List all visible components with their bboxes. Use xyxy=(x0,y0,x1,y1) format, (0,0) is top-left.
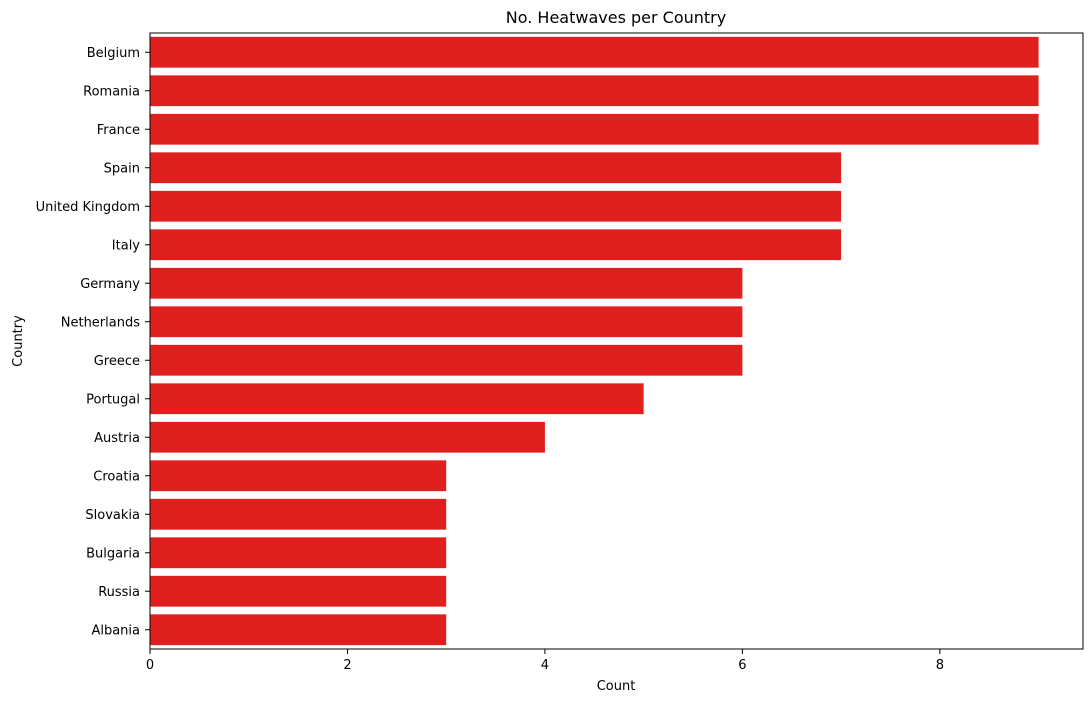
y-tick-label: Netherlands xyxy=(61,315,140,330)
y-tick-label: Albania xyxy=(91,623,140,638)
plot-frame xyxy=(149,32,1084,650)
bar-russia xyxy=(150,575,447,607)
bar-slovakia xyxy=(150,498,447,530)
bars-layer xyxy=(150,36,1039,646)
y-tick-label: Germany xyxy=(80,277,140,292)
y-axis-label: Country xyxy=(11,315,26,367)
bar-germany xyxy=(150,267,743,299)
y-tick-label: Croatia xyxy=(93,469,140,484)
x-tick-label: 4 xyxy=(541,658,549,673)
chart-title: No. Heatwaves per Country xyxy=(506,8,726,27)
y-tick-label: Slovakia xyxy=(85,508,140,523)
bar-italy xyxy=(150,229,842,261)
y-tick-label: Portugal xyxy=(86,392,140,407)
y-tick-label: United Kingdom xyxy=(36,200,140,215)
bar-croatia xyxy=(150,460,447,492)
x-axis-label: Count xyxy=(597,679,636,694)
y-tick-label: Bulgaria xyxy=(86,546,140,561)
y-tick-label: Russia xyxy=(98,585,140,600)
bar-united-kingdom xyxy=(150,190,842,222)
x-tick-label: 8 xyxy=(936,658,944,673)
x-tick-label: 6 xyxy=(738,658,746,673)
bar-bulgaria xyxy=(150,537,447,569)
bar-greece xyxy=(150,344,743,376)
y-tick-label: Spain xyxy=(104,161,140,176)
y-tick-label: Greece xyxy=(94,354,140,369)
y-tick-label: Romania xyxy=(83,84,140,99)
bar-austria xyxy=(150,421,545,453)
y-tick-label: Italy xyxy=(112,238,141,253)
bar-spain xyxy=(150,152,842,184)
bar-france xyxy=(150,113,1039,145)
bar-albania xyxy=(150,614,447,646)
ticks-layer: Belgium Romania France Spain United Kingdom I… xyxy=(36,46,944,673)
x-tick-label: 2 xyxy=(343,658,351,673)
y-tick-label: France xyxy=(97,123,140,138)
y-tick-label: Austria xyxy=(94,431,140,446)
bar-belgium xyxy=(150,36,1039,68)
bar-romania xyxy=(150,75,1039,107)
bar-portugal xyxy=(150,383,644,415)
x-tick-label: 0 xyxy=(146,658,154,673)
y-tick-label: Belgium xyxy=(87,46,140,61)
bar-netherlands xyxy=(150,306,743,338)
axes-layer xyxy=(149,32,1084,650)
